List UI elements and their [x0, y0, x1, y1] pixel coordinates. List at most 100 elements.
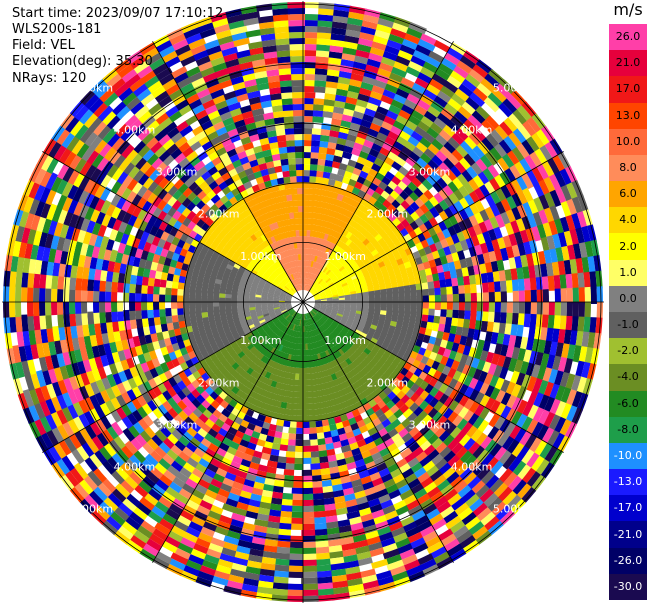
velocity-cell	[572, 287, 580, 304]
velocity-cell	[487, 228, 498, 243]
velocity-cell	[482, 252, 492, 265]
velocity-cell	[303, 158, 312, 165]
velocity-cell	[431, 250, 441, 261]
velocity-cell	[576, 211, 588, 230]
velocity-cell	[324, 196, 332, 204]
velocity-cell	[538, 179, 551, 197]
velocity-cell	[308, 421, 317, 428]
velocity-cell	[411, 82, 428, 95]
velocity-cell	[463, 50, 482, 66]
velocity-cell	[361, 256, 369, 264]
velocity-cell	[316, 164, 326, 172]
velocity-cell	[286, 571, 303, 578]
velocity-cell	[301, 571, 318, 578]
velocity-cell	[332, 112, 345, 121]
velocity-cell	[435, 68, 452, 82]
velocity-cell	[484, 194, 497, 208]
velocity-cell	[442, 184, 455, 198]
velocity-cell	[352, 236, 360, 245]
velocity-cell	[566, 302, 573, 319]
velocity-cell	[429, 122, 444, 136]
velocity-cell	[444, 52, 462, 67]
velocity-cell	[311, 128, 323, 136]
velocity-cell	[354, 256, 362, 264]
velocity-cell	[371, 41, 389, 52]
velocity-cell	[324, 159, 334, 168]
velocity-cell	[335, 261, 342, 269]
velocity-cell	[153, 308, 160, 318]
velocity-cell	[459, 258, 468, 270]
velocity-cell	[348, 241, 356, 249]
velocity-cell	[75, 288, 82, 302]
velocity-cell	[311, 481, 323, 488]
velocity-cell	[345, 96, 359, 106]
velocity-cell	[381, 161, 393, 172]
velocity-cell	[467, 114, 483, 130]
velocity-cell	[521, 173, 534, 190]
velocity-cell	[468, 69, 486, 85]
velocity-cell	[431, 154, 444, 168]
velocity-cell	[303, 200, 310, 207]
velocity-cell	[422, 132, 437, 145]
velocity-cell	[455, 145, 470, 159]
velocity-cell	[309, 439, 319, 446]
velocity-cell	[353, 246, 362, 255]
velocity-cell	[343, 170, 354, 180]
velocity-cell	[329, 264, 336, 271]
velocity-cell	[467, 265, 476, 277]
velocity-cell	[335, 282, 342, 288]
velocity-cell	[358, 150, 370, 160]
velocity-cell	[358, 242, 366, 251]
velocity-cell	[308, 260, 313, 267]
velocity-cell	[288, 535, 303, 542]
velocity-cell	[333, 9, 352, 18]
velocity-cell	[355, 232, 364, 240]
velocity-cell	[315, 269, 320, 276]
velocity-cell	[312, 110, 325, 118]
velocity-cell	[410, 130, 425, 143]
velocity-cell	[524, 290, 531, 304]
velocity-cell	[307, 218, 313, 225]
velocity-cell	[504, 222, 515, 237]
velocity-cell	[396, 280, 404, 288]
velocity-cell	[461, 78, 479, 94]
velocity-cell	[310, 463, 321, 470]
velocity-cell	[338, 265, 346, 273]
velocity-cell	[468, 246, 478, 259]
velocity-cell	[177, 307, 184, 316]
velocity-cell	[405, 266, 414, 275]
velocity-cell	[338, 162, 349, 172]
velocity-cell	[165, 307, 172, 317]
velocity-cell	[315, 570, 332, 578]
velocity-cell	[333, 260, 340, 267]
velocity-cell	[334, 149, 345, 158]
velocity-cell	[369, 46, 387, 58]
velocity-cell	[472, 64, 490, 80]
velocity-cell	[33, 285, 40, 302]
velocity-cell	[372, 281, 380, 288]
velocity-cell	[575, 227, 586, 246]
velocity-cell	[433, 40, 452, 54]
velocity-cell	[466, 166, 479, 180]
velocity-cell	[330, 33, 348, 42]
velocity-cell	[440, 286, 447, 296]
velocity-cell	[420, 94, 436, 107]
velocity-cell	[500, 185, 513, 200]
velocity-cell	[527, 213, 538, 230]
velocity-cell	[316, 244, 322, 251]
velocity-cell	[329, 236, 337, 244]
velocity-cell	[430, 100, 446, 114]
velocity-cell	[547, 275, 555, 291]
velocity-cell	[394, 156, 407, 167]
velocity-cell	[398, 82, 414, 95]
velocity-cell	[303, 98, 316, 105]
velocity-cell	[366, 154, 378, 164]
velocity-cell	[522, 187, 534, 204]
velocity-cell	[511, 146, 526, 163]
velocity-cell	[111, 290, 118, 302]
velocity-cell	[448, 192, 460, 206]
velocity-cell	[289, 517, 303, 524]
velocity-cell	[329, 256, 336, 264]
velocity-cell	[320, 128, 332, 137]
velocity-cell	[451, 132, 466, 147]
